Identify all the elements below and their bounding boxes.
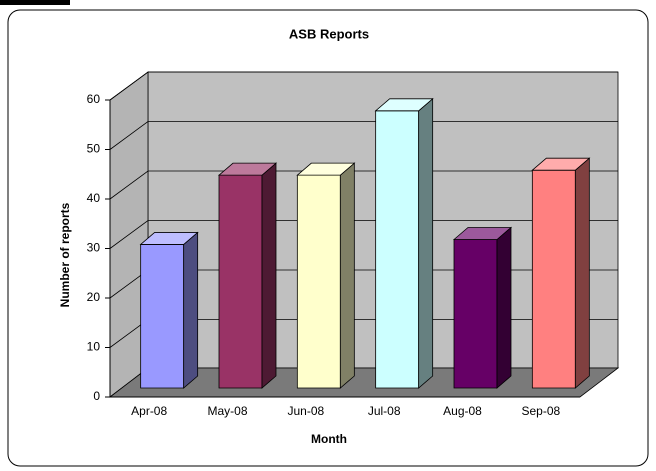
- x-tick-label: Jul-08: [368, 404, 401, 418]
- bar-side: [496, 226, 512, 389]
- y-tick-label: 60: [87, 92, 101, 106]
- x-tick-label: Sep-08: [521, 404, 560, 418]
- y-tick-label: 0: [93, 389, 100, 403]
- x-tick-label: Jun-08: [287, 404, 324, 418]
- bar-front: [453, 239, 498, 389]
- bar-front: [296, 174, 341, 389]
- chart-title: ASB Reports: [289, 26, 369, 41]
- y-tick-label: 20: [87, 290, 101, 304]
- bar-side: [574, 157, 590, 389]
- bar-side: [261, 162, 277, 389]
- x-tick-label: Aug-08: [443, 404, 482, 418]
- bar-front: [531, 169, 576, 389]
- bar-top: [452, 227, 513, 240]
- bar: [531, 157, 591, 389]
- bar-front: [140, 244, 185, 389]
- grid-line: [109, 220, 618, 249]
- grid-line: [109, 71, 618, 101]
- x-tick-label: Apr-08: [131, 404, 167, 418]
- x-axis-label: Month: [311, 432, 347, 446]
- bar-side: [339, 162, 355, 389]
- decoration: [0, 0, 70, 5]
- y-tick-label: 50: [87, 142, 101, 156]
- y-axis-label: Number of reports: [58, 202, 72, 307]
- grid-line: [109, 121, 618, 150]
- bar: [217, 162, 278, 389]
- bar: [374, 97, 434, 389]
- y-tick-label: 30: [87, 241, 101, 255]
- bar: [452, 226, 513, 389]
- y-tick-label: 10: [87, 340, 101, 354]
- bar-top: [374, 98, 434, 112]
- bar-side: [418, 97, 434, 389]
- bar-side: [183, 231, 199, 389]
- bar-front: [218, 174, 263, 389]
- bar-front: [375, 110, 420, 389]
- bar: [296, 162, 356, 389]
- x-tick-label: May-08: [207, 404, 247, 418]
- bar-top: [531, 157, 591, 171]
- bar-top: [217, 162, 278, 176]
- bar-top: [296, 162, 356, 176]
- bar: [139, 231, 199, 389]
- y-tick-label: 40: [87, 191, 101, 205]
- grid-line: [109, 170, 618, 200]
- bar-top: [139, 232, 199, 245]
